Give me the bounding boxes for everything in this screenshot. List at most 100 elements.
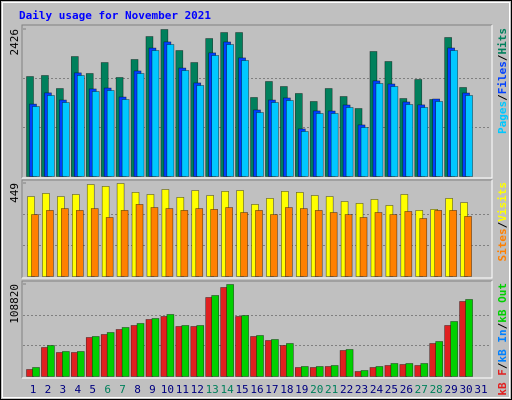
bar: [165, 208, 174, 277]
bar: [211, 55, 219, 177]
bar: [226, 44, 234, 177]
bar: [106, 90, 115, 177]
bar: [435, 341, 444, 377]
x-tick-label: 12: [191, 383, 204, 396]
y-tick-label: 108820: [8, 284, 21, 324]
bar: [465, 299, 473, 377]
bar: [196, 85, 205, 177]
x-tick-label: 7: [119, 383, 126, 396]
legend-entry: Files: [496, 61, 509, 94]
bar: [31, 214, 39, 277]
x-tick-label: 9: [149, 383, 156, 396]
bar: [151, 318, 160, 377]
bar: [405, 104, 414, 177]
bar: [241, 60, 249, 177]
legend-separator: /: [496, 94, 509, 101]
legend-entry: kB F: [496, 369, 509, 396]
bar: [121, 99, 130, 177]
bar: [210, 209, 218, 277]
legend: Sites/Visits: [496, 182, 509, 262]
bar: [270, 214, 278, 277]
bar: [374, 212, 383, 277]
x-tick-label: 14: [221, 383, 235, 396]
x-tick-label: 19: [295, 383, 308, 396]
bar: [76, 210, 84, 277]
legend: Pages/Files/Hits: [496, 28, 509, 134]
bar: [449, 210, 457, 277]
bar: [271, 339, 279, 377]
bar: [62, 102, 70, 177]
bar: [315, 366, 324, 377]
bar: [77, 75, 85, 177]
bar: [61, 208, 69, 277]
bar: [345, 107, 354, 177]
bar: [375, 83, 384, 177]
legend-entry: kB Out: [496, 283, 509, 323]
bar: [435, 101, 444, 177]
x-tick-label: 11: [176, 383, 189, 396]
bar: [330, 365, 339, 377]
bar: [91, 91, 100, 177]
bar: [359, 217, 368, 277]
bar: [255, 210, 263, 277]
bar: [256, 112, 264, 177]
x-tick-label: 18: [280, 383, 293, 396]
legend-entry: Sites: [496, 228, 509, 261]
legend: kB F/kB In/kB Out: [496, 283, 509, 396]
x-tick-label: 1: [30, 383, 37, 396]
bar: [136, 73, 145, 177]
bar: [390, 86, 399, 177]
bar: [300, 366, 309, 377]
x-tick-label: 27: [415, 383, 428, 396]
bar: [330, 113, 339, 177]
bar: [151, 50, 160, 177]
x-tick-label: 28: [430, 383, 443, 396]
bar: [256, 335, 264, 377]
bar: [300, 131, 309, 177]
bar: [375, 366, 384, 377]
bar: [314, 210, 323, 277]
bar: [225, 207, 233, 277]
x-tick-label: 6: [104, 383, 111, 396]
x-tick-label: 13: [206, 383, 219, 396]
bar: [196, 325, 205, 377]
x-tick-label: 10: [161, 383, 174, 396]
legend-entry: kB In: [496, 329, 509, 362]
bar: [405, 363, 414, 377]
legend-separator: /: [496, 221, 509, 228]
bar: [450, 321, 458, 377]
x-tick-label: 20: [310, 383, 323, 396]
bar: [47, 95, 55, 177]
bar: [285, 207, 293, 277]
x-tick-label: 4: [74, 383, 81, 396]
bar: [420, 363, 429, 377]
bar: [240, 212, 248, 277]
x-tick-label: 15: [235, 383, 248, 396]
bar: [195, 208, 204, 277]
panel-bevel: [21, 280, 492, 378]
bar: [271, 102, 279, 177]
bar: [211, 295, 219, 377]
bar: [106, 332, 115, 377]
bar: [420, 107, 429, 177]
bar: [450, 50, 458, 177]
x-tick-label: 26: [400, 383, 413, 396]
bar: [47, 345, 55, 377]
bar: [465, 95, 473, 177]
legend-entry: Visits: [496, 182, 509, 222]
x-tick-label: 22: [340, 383, 353, 396]
bar: [136, 323, 145, 377]
bar: [90, 208, 99, 277]
bar: [226, 284, 234, 377]
bar: [32, 106, 40, 177]
bar: [315, 113, 324, 177]
x-tick-label: 23: [355, 383, 368, 396]
legend-separator: /: [496, 54, 509, 61]
bar: [32, 367, 40, 377]
bar: [329, 212, 338, 277]
y-tick-label: 449: [8, 183, 21, 203]
bar: [390, 363, 399, 377]
bar: [181, 325, 190, 377]
